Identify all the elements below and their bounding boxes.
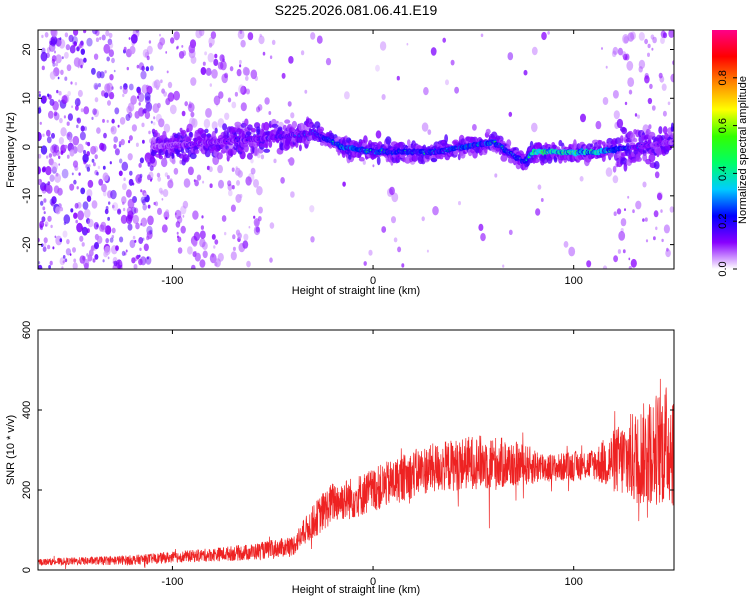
snr-x-axis-label: Height of straight line (km): [292, 584, 420, 596]
spectrogram-x-tick-label: 100: [565, 275, 583, 287]
colorbar-tick-label: 0.2: [717, 214, 729, 229]
snr-plot-area: [38, 330, 674, 570]
snr-chart: -100 0 100 0 200 400 600 Height of straight l…: [5, 321, 675, 596]
colorbar-tick-label: 0.8: [717, 70, 729, 85]
spectrogram-y-tick-label: -10: [21, 188, 33, 204]
spectrogram-y-tick-label: -20: [21, 237, 33, 253]
snr-y-tick-label: 600: [21, 321, 33, 339]
snr-y-tick-label: 400: [21, 401, 33, 419]
snr-x-tick-label: -100: [161, 576, 183, 588]
spectrogram-y-tick-label: 10: [21, 92, 33, 104]
spectrogram-y-axis-label: Frequency (Hz): [5, 112, 17, 188]
spectrogram-x-tick-label: -100: [161, 275, 183, 287]
page-title: S225.2026.081.06.41.E19: [274, 2, 438, 18]
colorbar-label: Normalized spectral amplitude: [737, 76, 749, 224]
snr-x-tick-label: 100: [565, 576, 583, 588]
colorbar-tick-label: 0.0: [717, 261, 729, 276]
colorbar: [712, 30, 737, 269]
spectrogram-x-tick-label: 0: [370, 275, 376, 287]
snr-y-tick-label: 200: [21, 481, 33, 499]
colorbar-tick-label: 0.4: [717, 166, 729, 181]
spectrogram-y-tick-label: 20: [21, 43, 33, 55]
colorbar-tick-label: 0.6: [717, 118, 729, 133]
spectrogram-y-tick-label: 0: [21, 144, 33, 150]
snr-y-tick-label: 0: [21, 567, 33, 573]
snr-y-axis-label: SNR (10 * v/v): [5, 415, 17, 485]
snr-series-line: [38, 378, 674, 569]
spectrogram-x-axis-label: Height of straight line (km): [292, 285, 420, 297]
snr-x-tick-label: 0: [370, 576, 376, 588]
